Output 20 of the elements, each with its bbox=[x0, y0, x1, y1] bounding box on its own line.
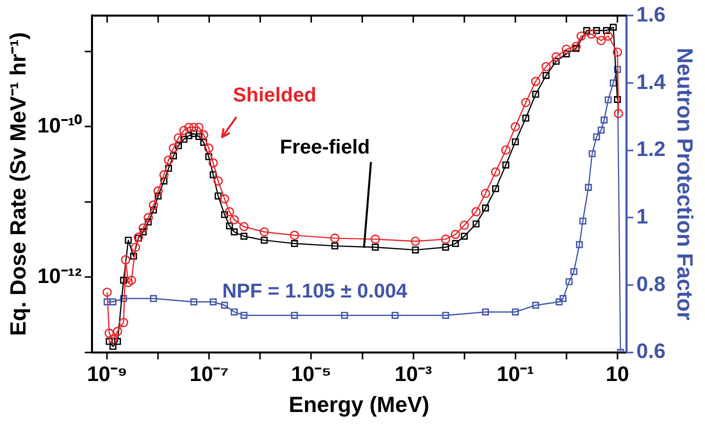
x-tick-label: 10⁻⁹ bbox=[86, 362, 128, 386]
y2-tick-label: 0.6 bbox=[636, 340, 666, 364]
x-tick-label: 10⁻³ bbox=[394, 362, 432, 386]
y-tick-label: 10⁻¹⁰ bbox=[37, 114, 83, 138]
y-tick-label: 10⁻¹² bbox=[37, 264, 82, 288]
y2-tick-label: 1.6 bbox=[636, 3, 666, 26]
y2-tick-label: 1.2 bbox=[636, 138, 666, 162]
series-label: NPF = 1.105 ± 0.004 bbox=[222, 280, 408, 303]
text: Free-field bbox=[280, 136, 370, 158]
series-label: Shielded bbox=[232, 84, 316, 106]
y2-tick-label: 1 bbox=[636, 205, 648, 228]
y-axis-title: Eq. Dose Rate (Sv MeV⁻¹ hr⁻¹) bbox=[5, 32, 30, 336]
y2-axis-title: Neutron Protection Factor bbox=[672, 48, 698, 321]
x-tick-label: 10⁻⁵ bbox=[291, 362, 332, 386]
y2-tick-label: 1.4 bbox=[636, 70, 666, 94]
x-tick-label: 10⁻¹ bbox=[496, 362, 534, 386]
x-tick-label: 10 bbox=[606, 362, 630, 386]
x-axis-title: Energy (MeV) bbox=[288, 392, 430, 417]
y2-tick-label: 0.8 bbox=[636, 272, 666, 296]
x-tick-label: 10⁻⁷ bbox=[190, 362, 229, 386]
